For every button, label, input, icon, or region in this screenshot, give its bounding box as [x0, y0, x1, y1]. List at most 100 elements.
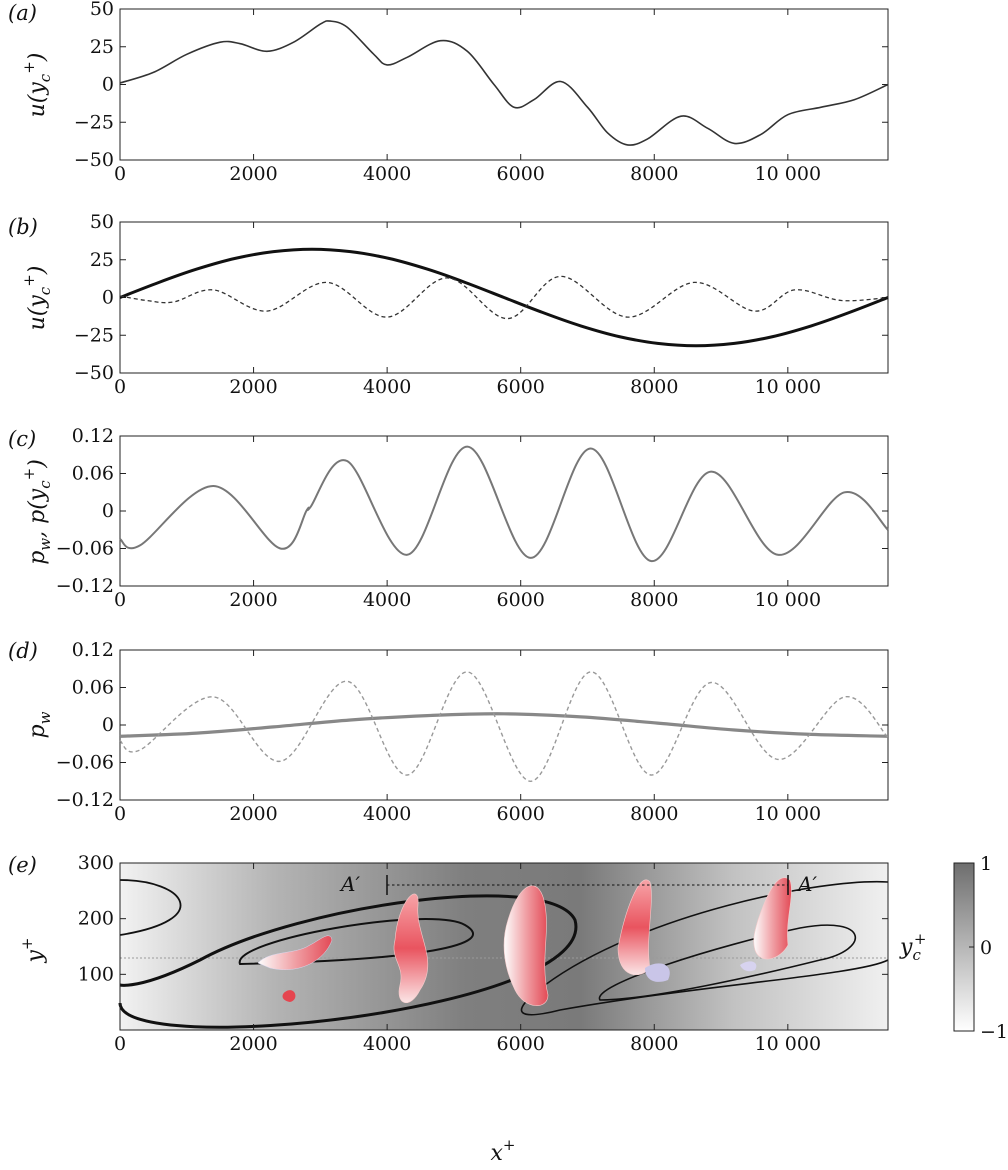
plot-area-c: 0 2000 4000 6000 8000 10 000 0.12 0.06 0 −0.06 −0.…: [56, 425, 889, 611]
annotation-a-prime: A′ A′: [339, 872, 817, 896]
y-axis-label-d: pw: [25, 711, 54, 738]
x-tick-label: 6000: [497, 163, 545, 185]
colorbar-tick-label: 1: [980, 853, 992, 875]
vortex-structure: [257, 935, 333, 970]
y-axis-label-a: u(yc+): [20, 53, 54, 118]
x-tick-label: 0: [114, 589, 126, 611]
panel-label-e: (e): [8, 853, 37, 877]
y-tick-label: 0: [102, 287, 114, 309]
x-tick-label: 0: [114, 1033, 126, 1055]
plot-frame: [119, 649, 889, 801]
vortex-structure: [282, 990, 296, 1002]
y-tick-label: −0.06: [56, 538, 114, 560]
y-axis-label-b: u(yc+): [20, 266, 54, 331]
contour-line-thick: [118, 894, 578, 1029]
y-tick-label: 0: [102, 714, 114, 736]
x-tick-label: 6000: [497, 1033, 545, 1055]
x-tick-label: 8000: [630, 1033, 678, 1055]
vortex-structure: [617, 879, 652, 976]
x-tick-label: 2000: [229, 163, 277, 185]
series-line: [119, 247, 889, 348]
x-tick-label: 8000: [630, 376, 678, 398]
plot-area-b: 0 2000 4000 6000 8000 10 000 50 25 0 −25 −50: [74, 211, 889, 398]
plot-frame: [119, 435, 889, 587]
y-tick-label: 50: [90, 211, 114, 233]
vortex-structure: [753, 877, 792, 960]
panel-a: (a) u(yc+) 0 2000 4000 6000 8000 10 00050250−…: [8, 0, 889, 185]
panel-label-c: (c): [8, 427, 36, 451]
plot-area-a: 0 2000 4000 6000 8000 10 000 50 25 0 −25 −50: [74, 0, 889, 185]
annotation-label-left: A′: [339, 872, 360, 896]
x-tick-label: 4000: [363, 589, 411, 611]
panel-label-b: (b): [8, 215, 38, 239]
y-tick-label: 0.12: [72, 425, 114, 447]
vortex-structure: [740, 961, 757, 972]
y-tick-label: −0.12: [56, 575, 114, 597]
y-tick-label: −0.12: [56, 789, 114, 811]
colorbar: 1 0 −1 yc+: [899, 853, 1008, 1043]
x-tick-label: 2000: [229, 803, 277, 825]
contour-line: [520, 880, 889, 1016]
y-axis-label-c: pw, p(yc+): [20, 459, 54, 565]
x-tick-label: 8000: [630, 163, 678, 185]
x-tick-label: 0: [114, 803, 126, 825]
x-tick-label: 4000: [363, 803, 411, 825]
series-line: [119, 20, 889, 146]
vortex-structure: [393, 893, 429, 1003]
series-line: [119, 445, 889, 562]
y-tick-label: 0.12: [72, 639, 114, 661]
y-tick-label: 0.06: [72, 463, 114, 485]
x-tick-label: 2000: [229, 1033, 277, 1055]
x-tick-label: 4000: [363, 163, 411, 185]
y-tick-label: 100: [78, 963, 114, 985]
x-tick-label: 10 000: [755, 1033, 821, 1055]
x-tick-label: 4000: [363, 376, 411, 398]
colorbar-label: yc+: [899, 930, 926, 964]
panel-label-a: (a): [8, 1, 37, 25]
contour-line: [119, 879, 182, 936]
x-tick-label: 6000: [497, 376, 545, 398]
x-tick-label: 4000: [363, 1033, 411, 1055]
x-tick-label: 8000: [630, 803, 678, 825]
x-tick-label: 2000: [229, 589, 277, 611]
y-tick-label: 200: [78, 908, 114, 930]
x-tick-label: 8000: [630, 589, 678, 611]
series-line: [119, 712, 889, 738]
x-tick-label: 10 000: [755, 589, 821, 611]
x-tick-label: 0: [114, 376, 126, 398]
x-tick-label: 0: [114, 163, 126, 185]
x-tick-label: 10 000: [755, 803, 821, 825]
heatmap-area: A′ A′: [118, 863, 889, 1030]
series-line: [119, 671, 889, 782]
panel-c: (c) pw, p(yc+) 0 2000 4000 6000 8000 10 000 0.…: [8, 425, 889, 611]
y-tick-label: −50: [74, 362, 114, 384]
colorbar-tick-label: 0: [980, 937, 992, 959]
plot-area-e: 0 2000 4000 6000 8000 10 000 300 200 100: [78, 852, 889, 1055]
contour-line: [238, 918, 474, 966]
y-tick-label: 25: [90, 36, 114, 58]
x-tick-label: 6000: [497, 803, 545, 825]
plot-frame: [119, 862, 889, 1031]
x-tick-label: 6000: [497, 589, 545, 611]
plot-area-d: 0 2000 4000 6000 8000 10 000 0.12 0.06 0 −0.06 −0.…: [56, 639, 889, 825]
annotation-label-right: A′: [796, 872, 817, 896]
y-tick-label: 300: [78, 852, 114, 874]
y-tick-label: −25: [74, 324, 114, 346]
panel-label-d: (d): [8, 639, 38, 663]
vortex-structure: [645, 963, 670, 982]
x-axis-label-e: x+: [491, 1136, 516, 1166]
x-tick-label: 10 000: [755, 376, 821, 398]
y-tick-label: 0.06: [72, 677, 114, 699]
x-tick-label: 10 000: [755, 163, 821, 185]
y-tick-label: −0.06: [56, 752, 114, 774]
panel-d: (d) pw 0 2000 4000 6000 8000 10 0000.120.060−…: [8, 639, 889, 825]
y-tick-label: 0: [102, 74, 114, 96]
y-tick-label: 0: [102, 500, 114, 522]
y-axis-label-e: y+: [18, 937, 48, 963]
vortex-structure: [503, 885, 549, 1006]
y-tick-label: −50: [74, 149, 114, 171]
y-tick-label: 50: [90, 0, 114, 20]
plot-frame: [119, 8, 889, 161]
panel-e: (e) A′ A′: [8, 852, 1008, 1166]
